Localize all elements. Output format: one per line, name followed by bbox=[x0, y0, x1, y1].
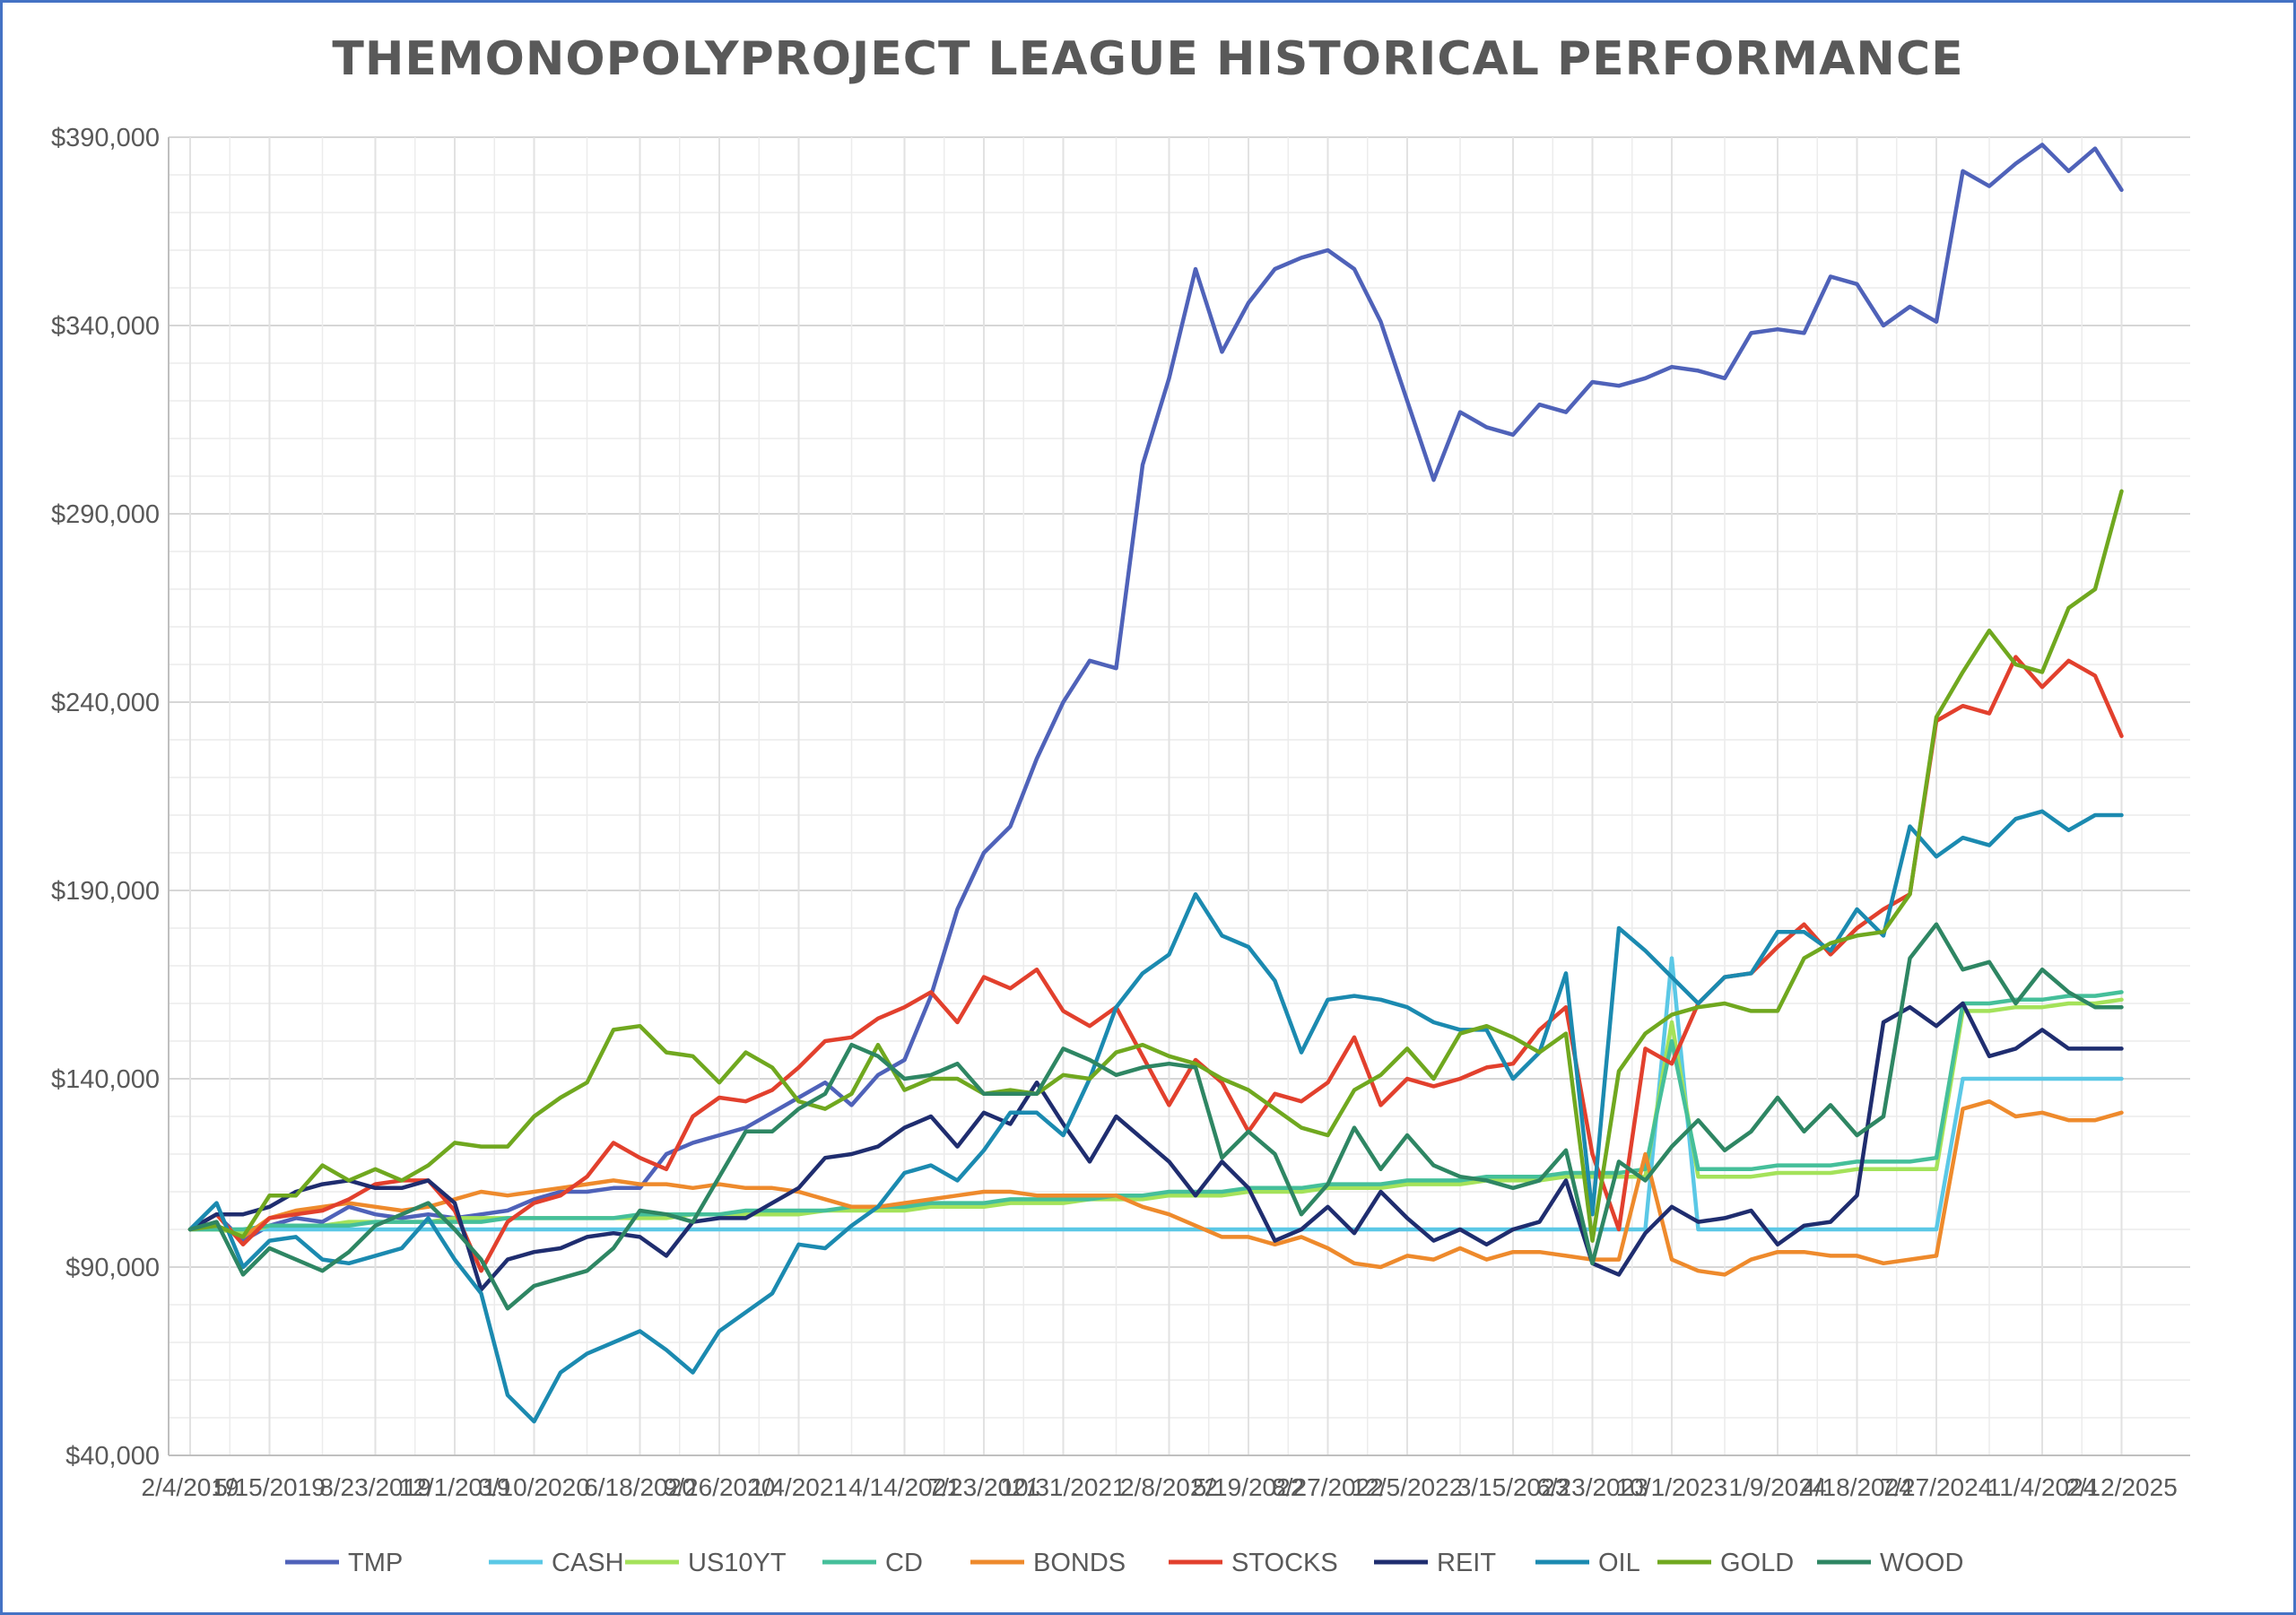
y-tick-label: $90,000 bbox=[65, 1254, 160, 1282]
x-tick-label: 7/23/2021 bbox=[928, 1473, 1040, 1501]
chart-title: THEMONOPOLYPROJECT LEAGUE HISTORICAL PER… bbox=[332, 32, 1964, 86]
x-tick-label: 12/1/2019 bbox=[399, 1473, 511, 1501]
series-line-reit bbox=[187, 1001, 2124, 1292]
series-line-wood bbox=[187, 922, 2124, 1311]
y-tick-label: $340,000 bbox=[51, 312, 160, 341]
series-line-tmp bbox=[187, 143, 2124, 1243]
legend: TMP CASH US10YT CD BONDS STOCKS REIT OIL GOLD WOO… bbox=[285, 1549, 1963, 1577]
y-axis-ticks: $40,000 $90,000 $140,000 $190,000 $240,000 $2… bbox=[51, 124, 160, 1471]
x-tick-label: 7/27/2024 bbox=[1881, 1473, 1993, 1501]
grid-lines bbox=[169, 136, 2190, 1456]
x-tick-label: 2/8/2022 bbox=[1120, 1473, 1218, 1501]
y-tick-label: $390,000 bbox=[51, 124, 160, 152]
x-tick-label: 9/26/2020 bbox=[664, 1473, 776, 1501]
legend-label-wood: WOOD bbox=[1880, 1549, 1963, 1577]
legend-label-us10yt: US10YT bbox=[688, 1549, 787, 1577]
x-tick-label: 10/1/2023 bbox=[1616, 1473, 1728, 1501]
x-axis-ticks: 2/4/20195/15/20198/23/201912/1/20193/10/… bbox=[142, 1473, 2178, 1501]
legend-label-cd: CD bbox=[885, 1549, 923, 1577]
series-line-oil bbox=[187, 809, 2124, 1424]
x-tick-label: 2/4/2019 bbox=[142, 1473, 239, 1501]
series-line-gold bbox=[187, 489, 2124, 1243]
series-line-bonds bbox=[187, 1098, 2124, 1277]
x-tick-label: 8/27/2022 bbox=[1272, 1473, 1384, 1501]
y-tick-label: $40,000 bbox=[65, 1442, 160, 1471]
x-tick-label: 4/18/2024 bbox=[1801, 1473, 1913, 1501]
y-tick-label: $190,000 bbox=[51, 877, 160, 906]
x-tick-label: 1/4/2021 bbox=[750, 1473, 848, 1501]
x-tick-label: 3/10/2020 bbox=[478, 1473, 590, 1501]
series-lines bbox=[187, 143, 2124, 1424]
legend-label-cash: CASH bbox=[552, 1549, 624, 1577]
x-tick-label: 11/4/2024 bbox=[1987, 1473, 2098, 1501]
legend-label-oil: OIL bbox=[1598, 1549, 1640, 1577]
x-tick-label: 6/18/2020 bbox=[584, 1473, 696, 1501]
legend-label-bonds: BONDS bbox=[1033, 1549, 1126, 1577]
x-tick-label: 12/5/2022 bbox=[1352, 1473, 1464, 1501]
x-tick-label: 4/14/2021 bbox=[848, 1473, 961, 1501]
x-tick-label: 3/15/2023 bbox=[1457, 1473, 1570, 1501]
x-tick-label: 1/9/2024 bbox=[1729, 1473, 1827, 1501]
legend-label-tmp: TMP bbox=[348, 1549, 403, 1577]
x-tick-label: 10/31/2021 bbox=[1000, 1473, 1126, 1501]
series-line-cash bbox=[187, 956, 2124, 1232]
axes bbox=[168, 137, 2190, 1456]
series-line-stocks bbox=[187, 655, 2124, 1273]
y-tick-label: $240,000 bbox=[51, 689, 160, 717]
x-tick-label: 2/12/2025 bbox=[2066, 1473, 2178, 1501]
legend-label-gold: GOLD bbox=[1720, 1549, 1794, 1577]
x-tick-label: 6/23/2023 bbox=[1536, 1473, 1648, 1501]
legend-label-stocks: STOCKS bbox=[1231, 1549, 1338, 1577]
x-tick-label: 8/23/2019 bbox=[319, 1473, 431, 1501]
legend-label-reit: REIT bbox=[1437, 1549, 1496, 1577]
y-tick-label: $290,000 bbox=[51, 500, 160, 529]
x-tick-label: 5/15/2019 bbox=[213, 1473, 326, 1501]
x-tick-label: 5/19/2022 bbox=[1193, 1473, 1305, 1501]
y-tick-label: $140,000 bbox=[51, 1065, 160, 1094]
